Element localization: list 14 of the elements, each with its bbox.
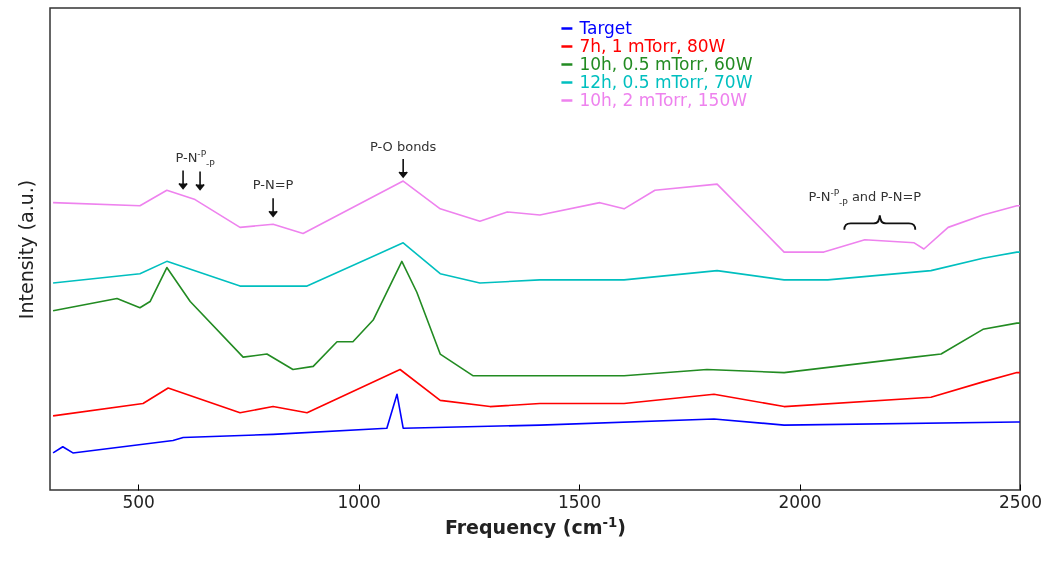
y-axis-title: Intensity (a.u.) [14, 179, 37, 320]
annotation: P-N$^{-P}$$_{-P}$ and P-N=P [808, 187, 922, 208]
x-tick-label: 1500 [557, 491, 602, 512]
legend-label: 12h, 0.5 mTorr, 70W [579, 71, 753, 92]
legend-label: 10h, 0.5 mTorr, 60W [579, 53, 753, 74]
legend-label: Target [578, 17, 633, 38]
annotation: P-O bonds [369, 139, 437, 155]
x-axis-title: Frequency (cm$^{-1}$) [444, 514, 627, 538]
legend-label: 10h, 2 mTorr, 150W [579, 89, 748, 110]
x-tick-label: 2000 [778, 491, 822, 512]
x-tick-label: 1000 [337, 491, 381, 512]
x-tick-label: 500 [122, 491, 155, 512]
x-tick-label: 2500 [998, 491, 1043, 512]
annotation: P-N=P [252, 177, 294, 193]
